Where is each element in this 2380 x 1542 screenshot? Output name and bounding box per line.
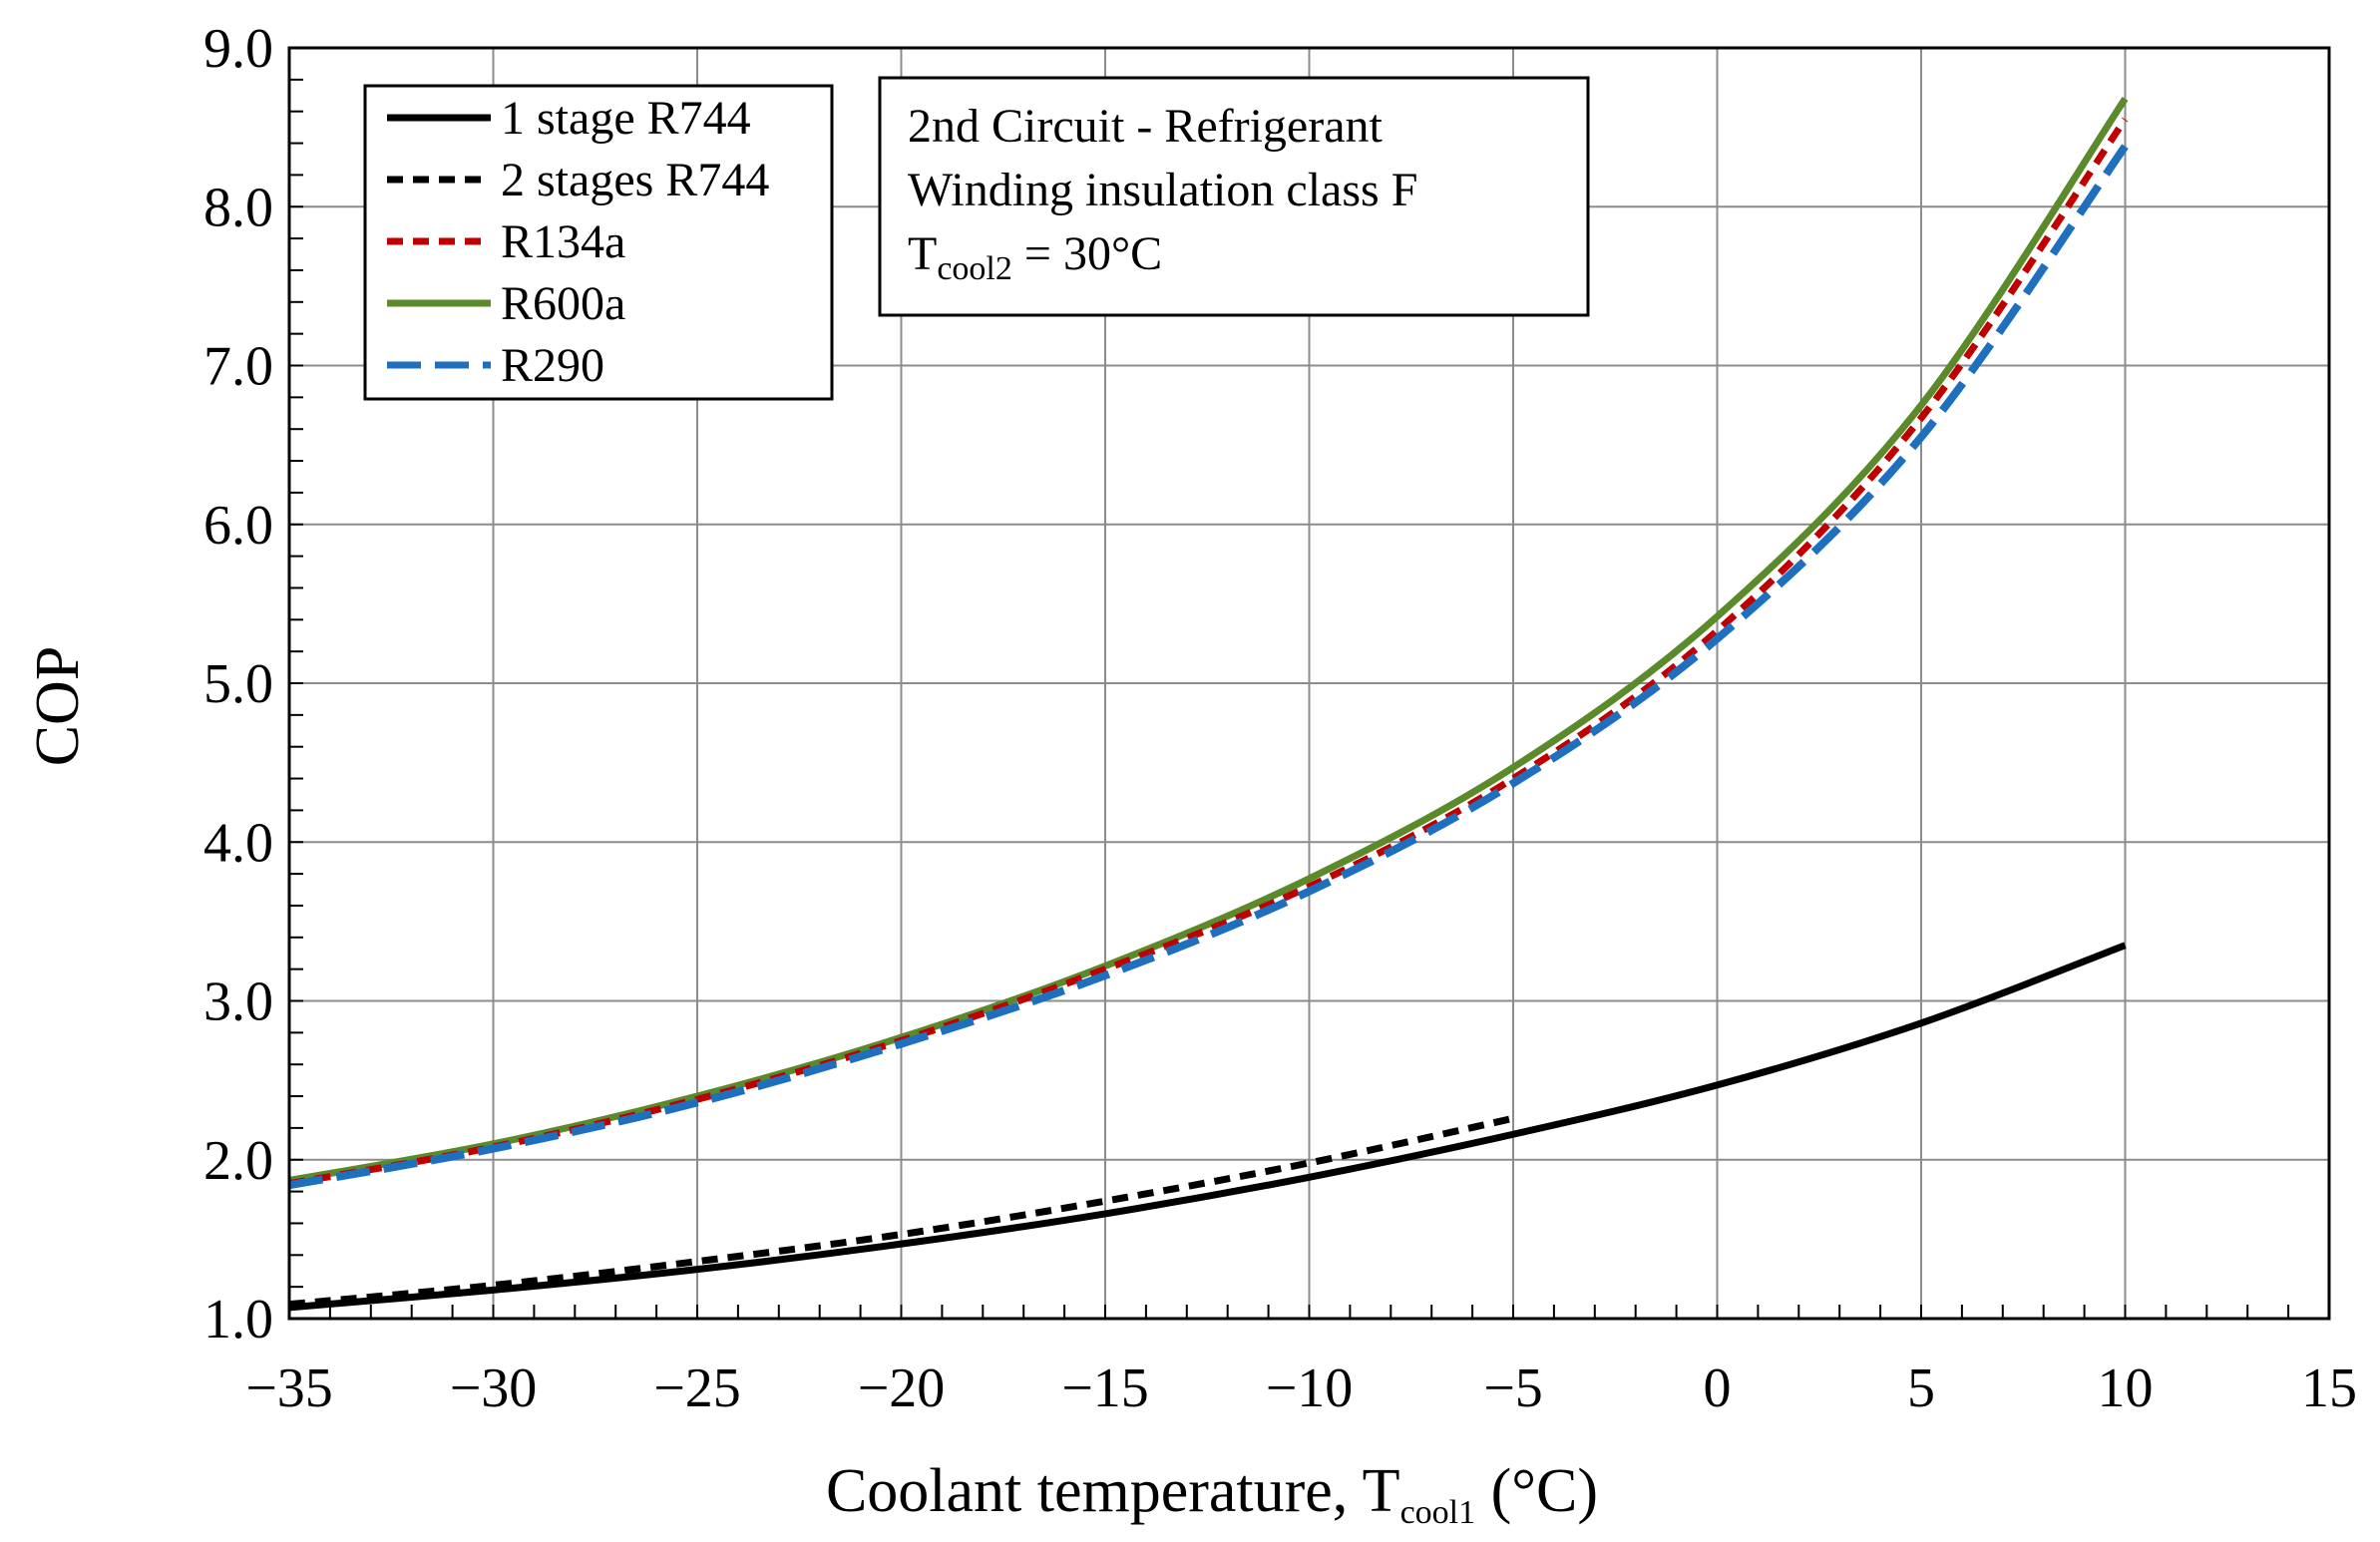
legend-label: 2 stages R744 [501, 154, 769, 206]
series-line-r134a [288, 117, 2129, 1188]
legend-label: 1 stage R744 [501, 92, 751, 145]
y-tick-label: 7.0 [203, 336, 273, 398]
annotation-formula-sub: cool2 [937, 250, 1012, 287]
legend-label: R290 [501, 339, 604, 392]
series-line-1-stage-r744 [288, 942, 2127, 1312]
y-tick-label: 5.0 [203, 653, 273, 715]
annotation-frame [878, 76, 1590, 317]
x-tick-label: −10 [1266, 1357, 1354, 1419]
y-axis-title: COP [24, 646, 92, 767]
x-tick-label: −5 [1483, 1357, 1543, 1419]
annotation-formula-base: T [908, 227, 937, 280]
minor-ticks [288, 47, 2330, 1320]
y-tick-label: 8.0 [203, 177, 273, 238]
y-tick-label: 3.0 [203, 971, 273, 1033]
x-tick-label: 10 [2098, 1357, 2154, 1419]
x-tick-label: −35 [245, 1357, 333, 1419]
series-line-r600a [288, 97, 2129, 1184]
annotation-box: 2nd Circuit - Refrigerant Winding insula… [878, 76, 1590, 317]
y-tick-label: 4.0 [203, 812, 273, 874]
annotation-line-1: 2nd Circuit - Refrigerant [908, 100, 1384, 153]
y-tick-label: 9.0 [203, 18, 273, 80]
x-axis-title-main: Coolant temperature, T [826, 1457, 1400, 1525]
legend-label: R600a [501, 277, 625, 330]
x-tick-label: −30 [450, 1357, 538, 1419]
x-axis-title: Coolant temperature, Tcool1 (°C) [826, 1457, 1598, 1531]
series-layer [288, 97, 2129, 1312]
x-tick-label: 5 [1907, 1357, 1935, 1419]
y-tick-labels: 1.0 2.0 3.0 4.0 5.0 6.0 7.0 8.0 9.0 [203, 18, 273, 1350]
x-tick-labels: −35 −30 −25 −20 −15 −10 −5 0 5 10 15 [245, 1357, 2357, 1419]
y-tick-label: 2.0 [203, 1130, 273, 1192]
x-tick-label: −20 [858, 1357, 946, 1419]
x-tick-label: −15 [1061, 1357, 1149, 1419]
x-tick-label: 15 [2301, 1357, 2357, 1419]
y-tick-label: 6.0 [203, 495, 273, 557]
legend-label: R134a [501, 215, 625, 268]
series-line-r290 [288, 144, 2129, 1190]
legend: 1 stage R744 2 stages R744 R134a R600a R290 [363, 84, 834, 401]
y-tick-label: 1.0 [203, 1289, 273, 1350]
annotation-line-2: Winding insulation class F [908, 164, 1417, 216]
x-axis-title-sub: cool1 [1400, 1494, 1476, 1531]
annotation-line-3: Tcool2 = 30°C [908, 227, 1162, 287]
x-axis-title-unit: (°C) [1475, 1457, 1598, 1525]
annotation-formula-rest: = 30°C [1012, 227, 1162, 280]
x-tick-label: 0 [1704, 1357, 1732, 1419]
plot-frame [287, 46, 2331, 1321]
x-tick-label: −25 [653, 1357, 741, 1419]
